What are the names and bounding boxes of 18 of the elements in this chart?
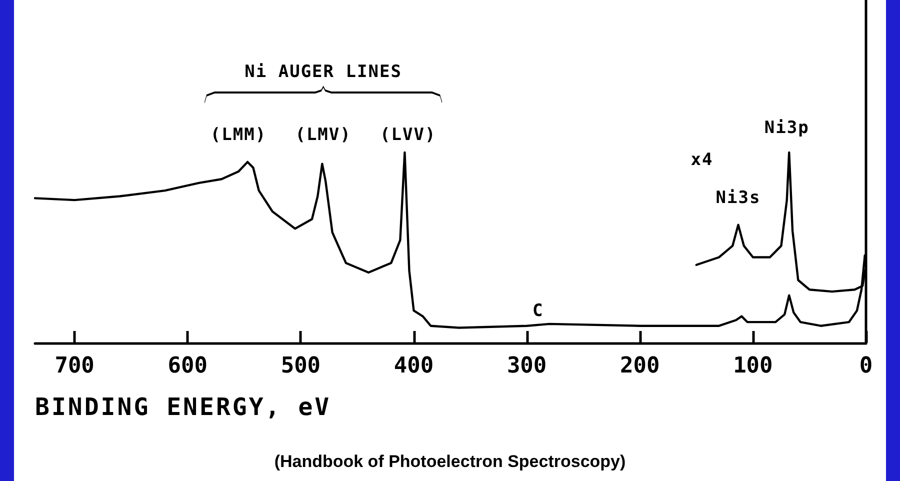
x-tick-label: 0: [859, 354, 873, 378]
text: (Handbook of Photoelectron Spectroscopy): [273, 452, 627, 472]
x-tick-label: 100: [733, 354, 773, 378]
text: (LMV): [295, 125, 352, 146]
annotation: Ni3s: [716, 188, 761, 208]
text: (LMM): [210, 125, 267, 146]
x-tick-label: 600: [168, 354, 208, 378]
annotation: x4: [690, 150, 714, 170]
text: Ni AUGER LINES: [244, 62, 402, 82]
x-tick-label: 200: [620, 354, 660, 378]
x-tick-label: 700: [54, 354, 94, 378]
text: (LVV): [380, 125, 436, 146]
x-tick-label: 300: [506, 354, 547, 378]
x-tick-label: 400: [394, 354, 434, 378]
annotation: C: [532, 300, 544, 321]
text: Ni3p: [764, 118, 810, 138]
x-tick-label: 500: [280, 354, 321, 378]
x-axis-title: BINDING ENERGY, eV: [35, 393, 332, 421]
